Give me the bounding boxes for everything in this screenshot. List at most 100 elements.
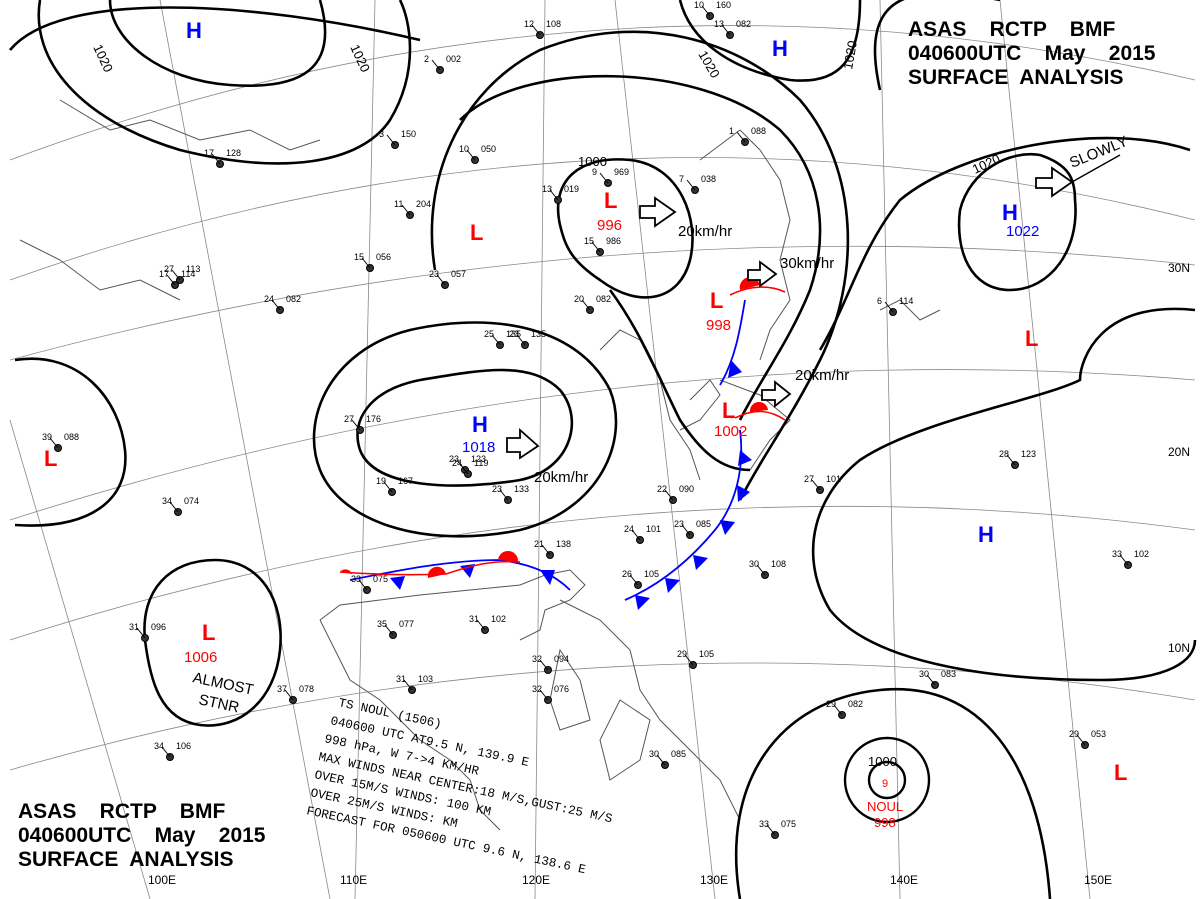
station-plot: 31 096 xyxy=(129,622,166,642)
station-plot: 7 038 xyxy=(679,174,716,194)
wind-barb-icon xyxy=(926,674,936,686)
station-temperature: 30 xyxy=(919,669,929,679)
station-temperature: 11 xyxy=(394,199,403,209)
station-plot: 31 102 xyxy=(469,614,506,634)
typhoon-pressure: 998 xyxy=(874,815,896,830)
isobar-label: 1000 xyxy=(868,754,897,769)
wind-barb-icon xyxy=(491,334,501,346)
station-pressure: 176 xyxy=(366,414,381,424)
wind-barb-icon xyxy=(599,172,609,184)
motion-speed-label: 20km/hr xyxy=(795,367,849,384)
station-temperature: 13 xyxy=(542,184,552,194)
station-pressure: 090 xyxy=(679,484,694,494)
longitude-label: 150E xyxy=(1084,873,1112,887)
station-pressure: 050 xyxy=(481,144,496,154)
pressure-value: 998 xyxy=(706,317,731,334)
station-plot: 24 101 xyxy=(624,524,661,544)
wind-barb-icon xyxy=(271,299,281,311)
station-temperature: 22 xyxy=(657,484,667,494)
station-plot: 34 074 xyxy=(162,496,199,516)
station-temperature: 26 xyxy=(622,569,632,579)
station-plot: 37 078 xyxy=(277,684,314,704)
low-pressure-center: L xyxy=(710,288,723,313)
station-temperature: 33 xyxy=(759,819,769,829)
station-temperature: 23 xyxy=(492,484,502,494)
wind-barb-icon xyxy=(1119,554,1129,566)
latitude-grid xyxy=(9,25,1196,771)
graticule-labels: 30N 20N 10N 100E 110E 120E 130E 140E 150… xyxy=(148,261,1190,887)
station-pressure: 114 xyxy=(899,296,913,306)
station-temperature: 34 xyxy=(162,496,172,506)
wind-barb-icon xyxy=(721,24,731,36)
wind-barb-icon xyxy=(49,437,59,449)
station-temperature: 17 xyxy=(204,148,214,158)
station-plot: 13 082 xyxy=(714,19,751,39)
station-plot: 29 053 xyxy=(1069,729,1106,749)
wind-barb-icon xyxy=(384,624,394,636)
station-temperature: 33 xyxy=(351,574,361,584)
station-temperature: 3 xyxy=(379,129,384,139)
wind-barb-icon xyxy=(736,131,746,143)
station-pressure: 119 xyxy=(474,458,488,468)
station-pressure: 113 xyxy=(186,264,200,274)
station-pressure: 102 xyxy=(491,614,506,624)
station-temperature: 24 xyxy=(264,294,274,304)
station-plot: 26 105 xyxy=(622,569,659,589)
station-pressure: 082 xyxy=(286,294,301,304)
warm-fronts xyxy=(340,277,768,578)
station-temperature: 15 xyxy=(354,252,364,262)
pressure-values: 1022 1018 996 998 1002 1006 xyxy=(184,217,1039,666)
cold-front-barbs xyxy=(390,360,752,610)
high-pressure-center: H xyxy=(978,522,994,547)
header-title: SURFACE ANALYSIS xyxy=(18,848,234,871)
header-title: SURFACE ANALYSIS xyxy=(908,66,1124,89)
station-plot: 13 019 xyxy=(542,184,579,204)
motion-speed-label: 20km/hr xyxy=(534,469,588,486)
station-temperature: 33 xyxy=(1112,549,1122,559)
wind-barb-icon xyxy=(436,274,446,286)
station-temperature: 21 xyxy=(534,539,544,549)
low-pressure-center: L xyxy=(1025,326,1038,351)
high-pressure-center: H xyxy=(1002,200,1018,225)
station-pressure: 101 xyxy=(646,524,661,534)
station-plot: 23 057 xyxy=(429,269,466,289)
station-plot: 27 101 xyxy=(804,474,841,494)
wind-barb-icon xyxy=(284,689,294,701)
station-pressure: 056 xyxy=(376,252,391,262)
station-plot: 30 108 xyxy=(749,559,786,579)
station-pressure: 053 xyxy=(1091,729,1106,739)
wind-barb-icon xyxy=(351,419,361,431)
typhoon-symbol-icon: 9 xyxy=(882,778,888,790)
wind-barb-icon xyxy=(358,579,368,591)
station-temperature: 32 xyxy=(532,684,542,694)
station-plot: 17 128 xyxy=(204,148,241,168)
station-plot: 34 106 xyxy=(154,741,191,761)
isobar-label: 1020 xyxy=(90,42,116,75)
wind-barb-icon xyxy=(549,189,559,201)
station-temperature: 29 xyxy=(826,699,836,709)
station-pressure: 204 xyxy=(416,199,431,209)
station-pressure: 082 xyxy=(848,699,863,709)
header-line: ASAS RCTP BMF xyxy=(908,18,1116,41)
station-plot: 12 108 xyxy=(524,19,561,39)
pressure-value: 1018 xyxy=(462,439,495,456)
station-plot: 3 150 xyxy=(379,129,416,149)
wind-barb-icon xyxy=(656,754,666,766)
wind-barb-icon xyxy=(361,257,371,269)
station-plot: 32 094 xyxy=(532,654,569,674)
station-plot: 10 160 xyxy=(694,0,731,20)
station-temperature: 17 xyxy=(159,269,169,279)
wind-barb-icon xyxy=(171,269,181,281)
station-temperature: 23 xyxy=(509,329,519,339)
station-pressure: 103 xyxy=(418,674,433,684)
station-pressure: 123 xyxy=(1021,449,1036,459)
pressure-centers: H H H H H L L L L L L L L xyxy=(44,18,1127,785)
station-pressure: 088 xyxy=(64,432,79,442)
station-pressure: 088 xyxy=(751,126,766,136)
station-temperature: 27 xyxy=(164,264,174,274)
longitude-label: 120E xyxy=(522,873,550,887)
station-temperature: 29 xyxy=(677,649,687,659)
station-plot: 23 085 xyxy=(674,519,711,539)
station-plot: 29 105 xyxy=(677,649,714,669)
